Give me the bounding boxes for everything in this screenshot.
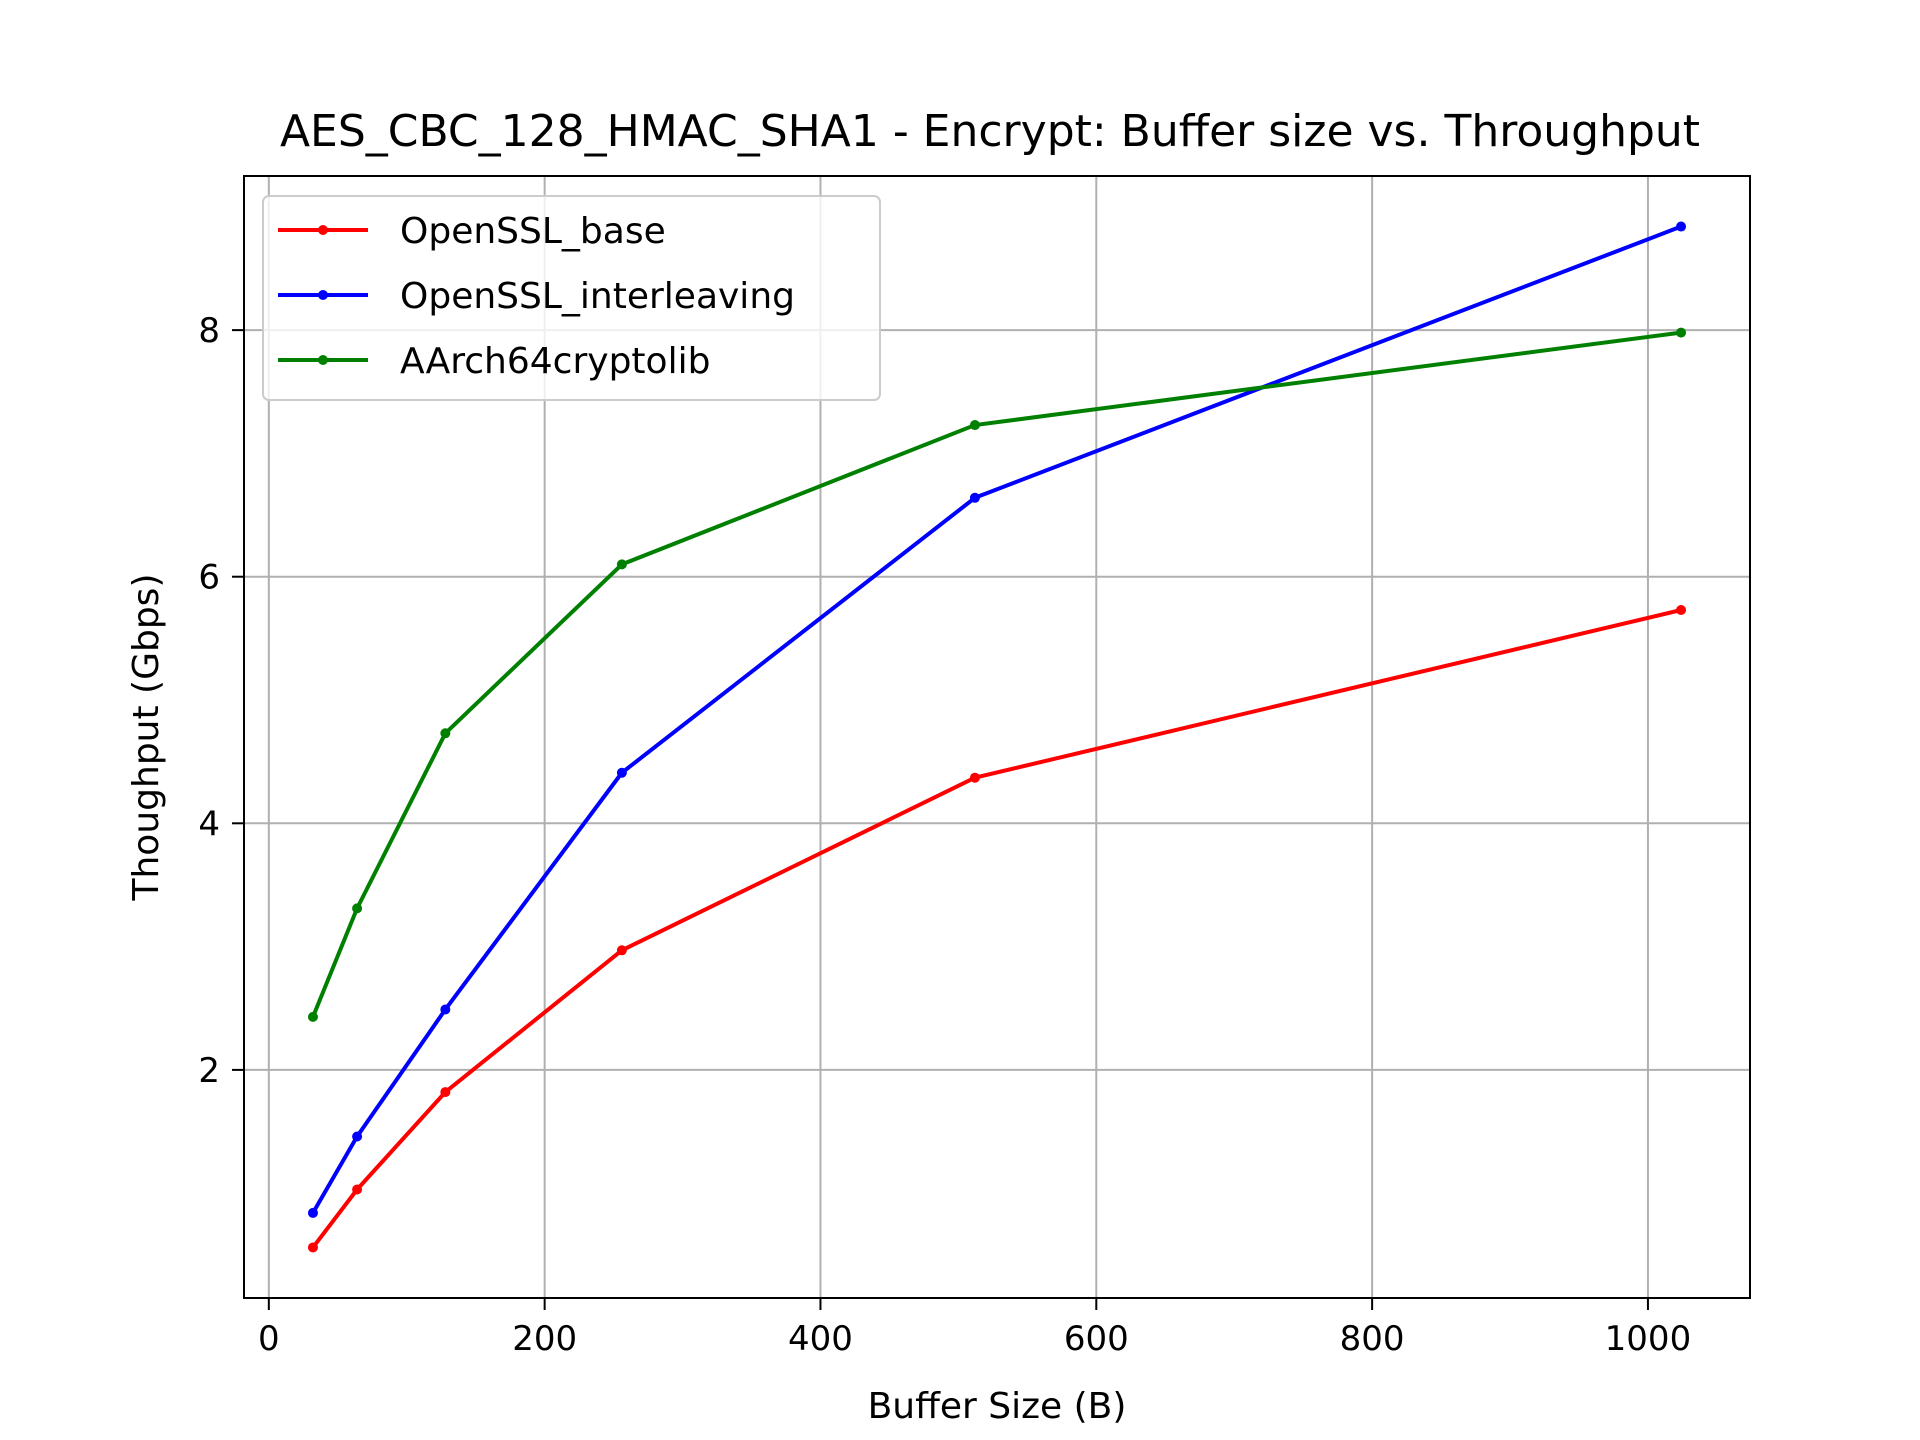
x-tick-label: 0 (258, 1319, 280, 1359)
data-point (352, 903, 363, 914)
data-point (307, 1242, 318, 1253)
x-tick-label: 200 (512, 1319, 577, 1359)
data-point (1676, 221, 1687, 232)
legend-box (262, 195, 881, 401)
data-point (1676, 605, 1687, 616)
y-axis-label: Thoughput (Gbps) (126, 574, 167, 902)
series-line (311, 330, 1682, 1018)
data-point (440, 1004, 451, 1015)
data-point (616, 767, 627, 778)
series-line (311, 224, 1682, 1214)
x-tick-label: 800 (1340, 1319, 1405, 1359)
y-tick-label: 2 (198, 1051, 220, 1091)
x-tick-label: 1000 (1605, 1319, 1692, 1359)
data-point (352, 1131, 363, 1142)
legend-label: OpenSSL_base (400, 211, 666, 252)
legend-marker (318, 290, 328, 300)
data-point (440, 1087, 451, 1098)
data-point (616, 945, 627, 956)
y-tick-label: 6 (198, 558, 220, 598)
x-tick-label: 600 (1064, 1319, 1129, 1359)
series-openssl-base (307, 605, 1687, 1253)
data-point (969, 492, 980, 503)
y-tick-label: 4 (198, 804, 220, 844)
series-aarch64cryptolib (307, 327, 1687, 1022)
series-line (311, 608, 1682, 1249)
data-point (307, 1207, 318, 1218)
legend-marker (318, 355, 328, 365)
series-layer (307, 221, 1687, 1253)
legend-label: OpenSSL_interleaving (400, 276, 795, 317)
x-axis-label: Buffer Size (B) (868, 1386, 1127, 1427)
data-point (440, 728, 451, 739)
legend: OpenSSL_base OpenSSL_interleaving AArch64c… (262, 195, 881, 401)
data-point (616, 559, 627, 570)
data-point (352, 1184, 363, 1195)
plot-frame (243, 175, 1751, 1299)
chart-title: AES_CBC_128_HMAC_SHA1 - Encrypt: Buffer … (280, 106, 1700, 157)
series-openssl-interleaving (307, 221, 1687, 1218)
legend-label: AArch64cryptolib (400, 341, 710, 382)
x-tick-label: 400 (788, 1319, 853, 1359)
legend-marker (318, 225, 328, 235)
data-point (969, 420, 980, 431)
x-axis: 0 200 400 600 800 1000 (258, 1298, 1691, 1359)
y-tick-label: 8 (198, 311, 220, 351)
data-point (307, 1011, 318, 1022)
data-point (1676, 327, 1687, 338)
data-point (969, 772, 980, 783)
y-axis: 2 4 6 8 (198, 311, 244, 1091)
